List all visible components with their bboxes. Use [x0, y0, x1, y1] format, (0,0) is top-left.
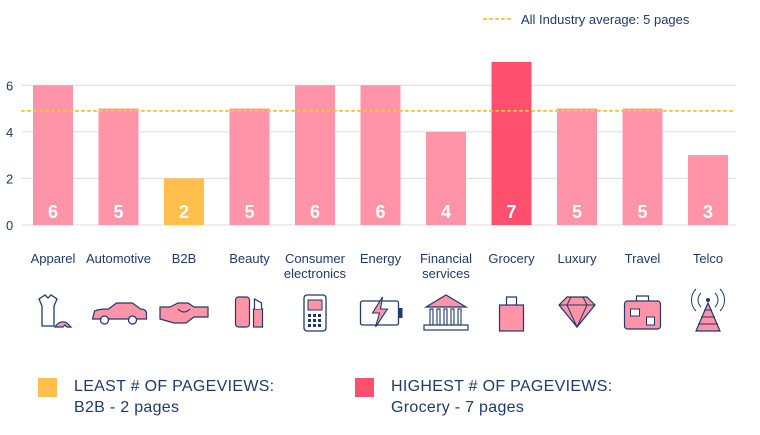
category-label: Grocery [488, 251, 535, 266]
category-labels: Apparel Automotive B2B Beauty Consumerelectr… [31, 251, 724, 281]
least-swatch [38, 378, 57, 397]
bar-chart: 0 2 4 6 6 5 2 5 6 6 4 7 5 5 3 Apparel Automotive B2B Bea… [6, 12, 737, 332]
category-icons [38, 288, 725, 332]
antenna-icon [691, 288, 725, 332]
category-label: Apparel [31, 251, 76, 266]
data-label: 5 [572, 202, 582, 222]
category-label: Travel [625, 251, 661, 266]
data-label: 6 [310, 202, 320, 222]
category-label: B2B [172, 251, 197, 266]
bar-consumer-electronics [295, 85, 335, 226]
car-icon [91, 302, 148, 325]
bars [33, 61, 728, 226]
bar-apparel [33, 85, 73, 226]
legend-average-label: All Industry average: 5 pages [521, 12, 690, 27]
battery-icon [359, 296, 403, 328]
data-label: 5 [244, 202, 254, 222]
least-detail: B2B - 2 pages [74, 399, 180, 416]
callout-least: LEAST # OF PAGEVIEWS: B2B - 2 pages [38, 376, 274, 418]
data-label: 6 [375, 202, 385, 222]
y-axis-ticks: 0 2 4 6 [6, 78, 13, 233]
bar-financial-services [426, 131, 466, 225]
category-label: services [422, 266, 470, 281]
highest-swatch [355, 378, 374, 397]
data-label: 4 [441, 202, 451, 222]
cosmetics-icon [234, 296, 264, 328]
value-labels: 6 5 2 5 6 6 4 7 5 5 3 [48, 202, 713, 222]
data-label: 6 [48, 202, 58, 222]
category-label: Luxury [557, 251, 597, 266]
diamond-icon [558, 296, 596, 329]
bar-luxury [557, 108, 597, 225]
bar-energy [360, 85, 401, 226]
bar-telco [688, 155, 728, 225]
data-label: 7 [506, 202, 516, 222]
category-label: Financial [420, 251, 472, 266]
bank-icon [423, 294, 469, 331]
category-label: electronics [284, 266, 347, 281]
data-label: 5 [113, 202, 123, 222]
bar-b2b [164, 178, 204, 225]
phone-icon [303, 294, 327, 332]
bar-grocery [491, 61, 532, 226]
legend: All Industry average: 5 pages [483, 12, 690, 27]
data-label: 3 [703, 202, 713, 222]
category-label: Telco [693, 251, 723, 266]
y-tick-label: 4 [6, 125, 13, 140]
shopping-bag-icon [498, 296, 525, 332]
bar-beauty [229, 108, 270, 225]
least-title: LEAST # OF PAGEVIEWS: [74, 378, 275, 395]
category-label: Automotive [86, 251, 151, 266]
handshake-icon [159, 302, 209, 324]
category-label: Consumer [285, 251, 346, 266]
callout-highest: HIGHEST # OF PAGEVIEWS: Grocery - 7 page… [355, 376, 612, 418]
y-tick-label: 6 [6, 78, 13, 93]
highest-detail: Grocery - 7 pages [391, 399, 525, 416]
highest-title: HIGHEST # OF PAGEVIEWS: [391, 378, 613, 395]
data-label: 5 [637, 202, 647, 222]
dress-heel-icon [38, 294, 73, 328]
bar-automotive [98, 108, 139, 225]
y-tick-label: 2 [6, 171, 13, 186]
suitcase-icon [623, 295, 662, 330]
category-label: Energy [360, 251, 402, 266]
category-label: Beauty [229, 251, 270, 266]
y-tick-label: 0 [6, 218, 13, 233]
bar-travel [622, 108, 663, 225]
data-label: 2 [179, 202, 189, 222]
